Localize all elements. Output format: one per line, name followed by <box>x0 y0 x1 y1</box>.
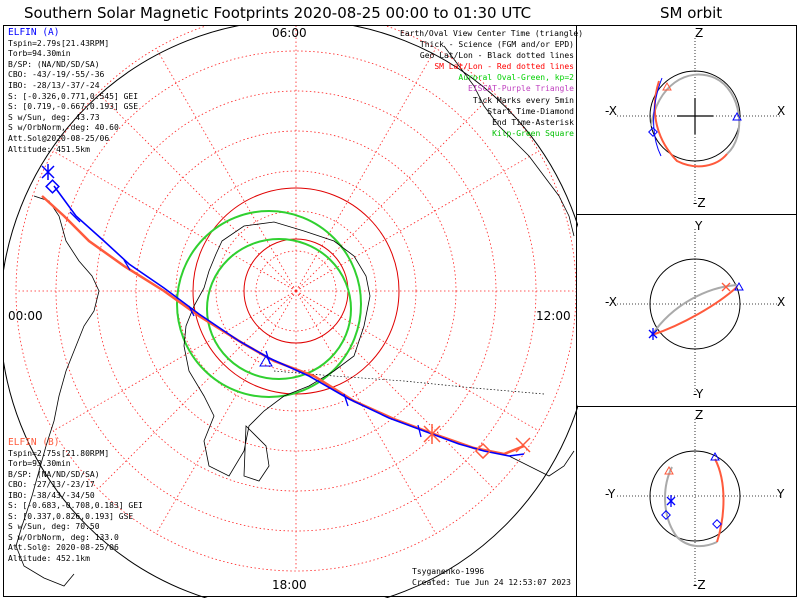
elfin-b-line: S: [-0.683,-0.708,0.183] GEI <box>8 501 143 510</box>
elfin-b-line: IBO: -38/43/-34/50 <box>8 490 95 500</box>
elfin-b-info: ELFIN (B) Tspin=2.75s[21.80RPM] Torb=93.… <box>8 437 143 564</box>
elfin-a-start-diamond <box>45 179 60 194</box>
time-label-top: 06:00 <box>272 26 307 40</box>
elfin-b-line: S w/Sun, deg: 70.50 <box>8 522 100 531</box>
footprint-map <box>4 26 578 598</box>
orbit1-left-label: -X <box>605 104 617 118</box>
elfin-b-line: Tspin=2.75s[21.80RPM] <box>8 448 110 458</box>
auroral-oval <box>176 210 362 398</box>
orbit3-bottom-label: -Z <box>693 578 706 592</box>
elfin-a-line: S w/OrbNorm, deg: 40.60 <box>8 123 119 133</box>
elfin-b-line: S w/OrbNorm, deg: 133.0 <box>8 532 119 542</box>
legend-item: Earth/Oval View Center Time (triangle) <box>400 29 584 38</box>
elfin-a-end-asterisk <box>41 164 55 180</box>
orbit-plot-xy <box>617 229 782 397</box>
time-label-left: 00:00 <box>8 309 43 323</box>
sm-grid-radials <box>16 26 576 571</box>
orbit-plot-xz <box>617 38 782 206</box>
elfin-a-line: Altitude: 451.5km <box>8 144 90 154</box>
elfin-a-line: S: [-0.326,0.771,0.545] GEI <box>8 91 139 101</box>
elfin-a-info: ELFIN (A) Tspin=2.79s[21.43RPM] Torb=94.… <box>8 27 139 155</box>
elfin-b-end-asterisk <box>423 424 531 453</box>
legend-item: Geo Lat/Lon - Black dotted lines <box>419 51 574 61</box>
orbit-panel-xz[interactable]: Z -Z -X X <box>576 25 797 215</box>
legend-item: Tick Marks every 5min <box>472 95 574 105</box>
orbit2-left-label: -X <box>605 295 617 309</box>
legend-item: Thick - Science (FGM and/or EPD) <box>419 40 574 50</box>
antarctica-coastline <box>183 221 371 482</box>
orbit-panel-xy[interactable]: Y -Y -X X <box>576 214 797 407</box>
elfin-a-line: Att.Sol@2020-08-25/06 <box>8 133 110 143</box>
elfin-a-line: IBO: -28/13/-37/-24 <box>8 80 100 90</box>
legend-item: EISCAT-Purple Triangle <box>468 84 574 94</box>
orbit1-top-label: Z <box>695 26 704 40</box>
footprint-map-panel[interactable]: 06:00 00:00 12:00 18:00 <box>3 25 578 598</box>
elfin-a-line: S w/Sun, deg: 43.73 <box>8 112 100 122</box>
elfin-a-line: B/SP: (NA/ND/SD/SA) <box>8 59 100 69</box>
legend-item: Start Time-Diamond <box>487 106 574 116</box>
sm-ring-80 <box>192 187 400 395</box>
elfin-a-line: S: [0.719,-0.667,0.193] GSE <box>8 102 139 112</box>
orbit2-right-label: X <box>777 295 786 309</box>
orbit2-top-label: Y <box>695 219 703 233</box>
orbit3-top-label: Z <box>695 408 704 422</box>
australia-coastline <box>508 450 575 477</box>
orbit3-right-label: Y <box>777 487 785 501</box>
elfin-a-track <box>53 185 525 457</box>
legend-item: End Time-Asterisk <box>492 117 574 127</box>
elfin-b-line: B/SP: (NA/ND/SD/SA) <box>8 469 100 479</box>
elfin-b-line: Att.Sol@: 2020-08-25/06 <box>8 543 119 552</box>
elfin-a-line: CBO: -43/-19/-55/-36 <box>8 70 105 80</box>
africa-coastline <box>443 45 575 237</box>
legend-item: SM Lat/Lon - Red dotted lines <box>434 62 574 72</box>
elfin-b-line: Altitude: 452.1km <box>8 553 90 563</box>
time-label-bottom: 18:00 <box>272 578 307 592</box>
south-america-coastline <box>15 195 100 587</box>
elfin-b-track <box>41 195 525 456</box>
elfin-b-line: S: [0.337,0.826,0.193] GSE <box>8 511 134 521</box>
elfin-b-header: ELFIN (B) <box>8 437 60 448</box>
credits: Tsyganenko-1996 Created: Tue Jun 24 12:5… <box>412 566 571 588</box>
orbit1-bottom-label: -Z <box>693 196 706 210</box>
elfin-a-header: ELFIN (A) <box>8 27 60 38</box>
legend-item: Kilp-Green Square <box>492 128 574 138</box>
model-credit: Tsyganenko-1996 <box>412 567 485 576</box>
elfin-b-start-diamond <box>474 442 492 460</box>
geo-lat-line <box>273 370 545 395</box>
orbit3-left-label: -Y <box>605 487 616 501</box>
main-title: Southern Solar Magnetic Footprints 2020-… <box>24 4 532 22</box>
orbit2-bottom-label: -Y <box>693 387 704 401</box>
legend-item: Auroral Oval-Green, kp=2 <box>458 73 574 83</box>
elfin-b-line: Torb=93.30min <box>8 459 71 468</box>
orbit1-right-label: X <box>777 104 786 118</box>
orbit-panel-yz[interactable]: Z -Z -Y Y <box>576 406 797 597</box>
created-timestamp: Created: Tue Jun 24 12:53:07 2023 <box>412 578 571 587</box>
orbit-title: SM orbit <box>660 4 723 22</box>
view-center-triangle <box>259 355 273 367</box>
elfin-b-line: CBO: -27/13/-23/17 <box>8 480 95 489</box>
elfin-a-line: Torb=94.30min <box>8 49 71 59</box>
map-legend: Earth/Oval View Center Time (triangle) T… <box>400 28 584 139</box>
elfin-a-line: Tspin=2.79s[21.43RPM] <box>8 38 110 48</box>
orbit-plot-yz <box>617 419 782 587</box>
time-label-right: 12:00 <box>536 309 571 323</box>
